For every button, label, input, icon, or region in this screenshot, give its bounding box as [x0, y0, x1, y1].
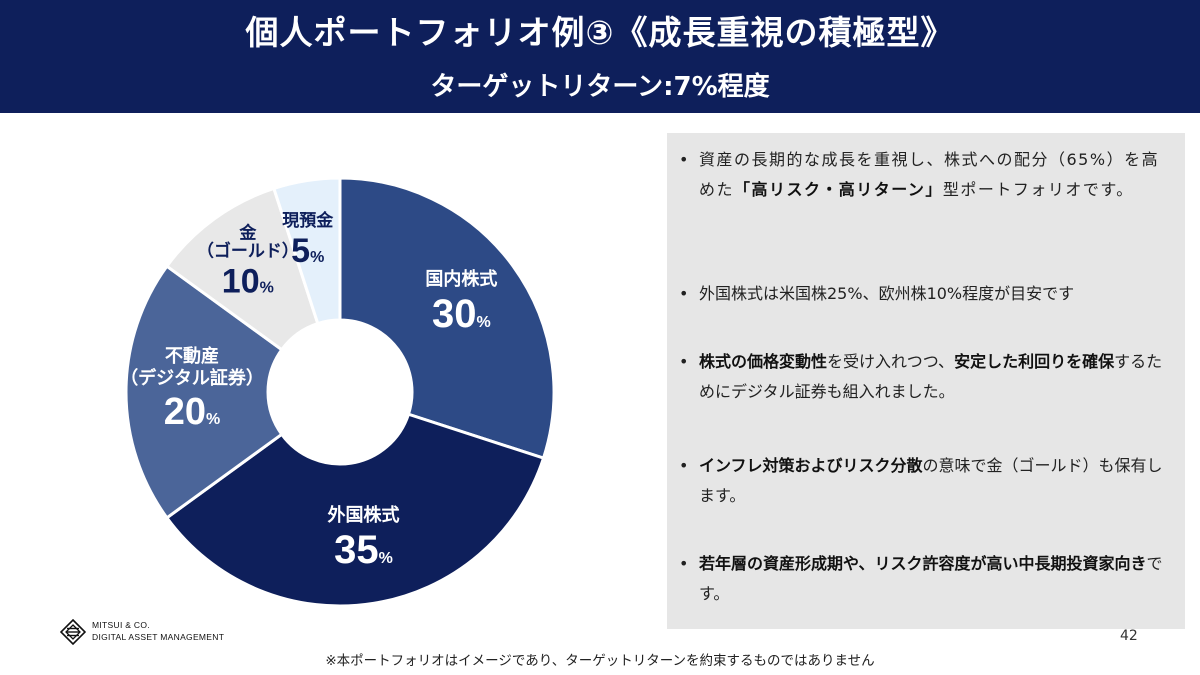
- bullet-segment: の意味で金（ゴールド）も保有します。: [699, 456, 1163, 505]
- bullet-emphasis: 若年層の資産形成期や、リスク許容度が高い中長期投資家向き: [699, 554, 1147, 573]
- bullet-segment: を受け入れつつ、: [827, 352, 955, 371]
- bullet-mark: •: [679, 150, 689, 169]
- slice-label: 金: [238, 223, 257, 244]
- bullet-emphasis: 株式の価格変動性: [699, 352, 828, 371]
- page-title: 個人ポートフォリオ例③《成長重視の積極型》: [245, 13, 955, 52]
- mitsui-logo-icon: [60, 619, 86, 645]
- pie-slice: [164, 186, 320, 352]
- bullet-text: 株式の価格変動性を受け入れつつ、安定した利回りを確保するためにデジタル証券も組入…: [679, 347, 1169, 407]
- slice-value: 30%: [432, 292, 491, 336]
- bullet-emphasis: 「高リスク・高リターン」: [734, 180, 943, 199]
- pie-slice: [338, 177, 555, 461]
- description-panel: • 資産の長期的な成長を重視し、株式への配分（65%）を高めた「高リスク・高リタ…: [667, 133, 1185, 629]
- bullet-item: • インフレ対策およびリスク分散の意味で金（ゴールド）も保有します。: [679, 451, 1169, 511]
- bullet-item: • 外国株式は米国株25%、欧州株10%程度が目安です: [679, 279, 1169, 309]
- slice-label: 現預金: [282, 210, 334, 231]
- logo-line-1: MITSUI & CO.: [92, 620, 150, 630]
- bullet-mark: •: [679, 352, 689, 371]
- bullet-item: • 株式の価格変動性を受け入れつつ、安定した利回りを確保するためにデジタル証券も…: [679, 347, 1169, 407]
- bullet-segment: 型ポートフォリオです。: [942, 180, 1134, 199]
- bullet-segment: 資産の長期的な成長を重視し、株式への配分（65%）を高めた: [699, 150, 1160, 199]
- bullet-mark: •: [679, 284, 689, 303]
- bullet-text: 資産の長期的な成長を重視し、株式への配分（65%）を高めた「高リスク・高リターン…: [679, 145, 1169, 205]
- page-subtitle: ターゲットリターン:7%程度: [430, 72, 770, 102]
- slice-value: 10%: [222, 263, 274, 301]
- bullet-text: インフレ対策およびリスク分散の意味で金（ゴールド）も保有します。: [679, 451, 1169, 511]
- bullet-emphasis: インフレ対策およびリスク分散: [699, 456, 923, 475]
- bullet-item: • 資産の長期的な成長を重視し、株式への配分（65%）を高めた「高リスク・高リタ…: [679, 145, 1169, 205]
- slice-value: 5%: [291, 232, 324, 270]
- slice-label: （デジタル証券）: [125, 367, 264, 389]
- slice-label: （ゴールド）: [197, 241, 299, 262]
- bullet-text: 若年層の資産形成期や、リスク許容度が高い中長期投資家向きです。: [679, 549, 1169, 609]
- footnote: ※本ポートフォリオはイメージであり、ターゲットリターンを約束するものではありませ…: [325, 653, 875, 669]
- bullet-segment: するためにデジタル証券も組入れました。: [699, 352, 1163, 401]
- pie-slice: [271, 177, 342, 326]
- header-banner: 個人ポートフォリオ例③《成長重視の積極型》 ターゲットリターン:7%程度: [0, 0, 1200, 113]
- bullet-text: 外国株式は米国株25%、欧州株10%程度が目安です: [679, 279, 1169, 309]
- page-number: 42: [1120, 628, 1138, 644]
- slice-value: 20%: [164, 391, 221, 433]
- bullet-segment: です。: [699, 554, 1163, 603]
- company-logo: MITSUI & CO. DIGITAL ASSET MANAGEMENT: [60, 619, 260, 647]
- pie-slice: [164, 412, 546, 607]
- bullet-mark: •: [679, 456, 689, 475]
- slice-label: 国内株式: [425, 268, 497, 290]
- bullet-mark: •: [679, 554, 689, 573]
- bullet-item: • 若年層の資産形成期や、リスク許容度が高い中長期投資家向きです。: [679, 549, 1169, 609]
- slice-label: 外国株式: [327, 504, 399, 526]
- pie-slice: [125, 264, 284, 520]
- bullet-emphasis: 安定した利回りを確保: [954, 352, 1115, 371]
- bullet-segment: 外国株式は米国株25%、欧州株10%程度が目安です: [699, 284, 1075, 303]
- slice-label: 不動産: [165, 345, 219, 367]
- logo-line-2: DIGITAL ASSET MANAGEMENT: [92, 632, 225, 642]
- slice-value: 35%: [334, 528, 393, 572]
